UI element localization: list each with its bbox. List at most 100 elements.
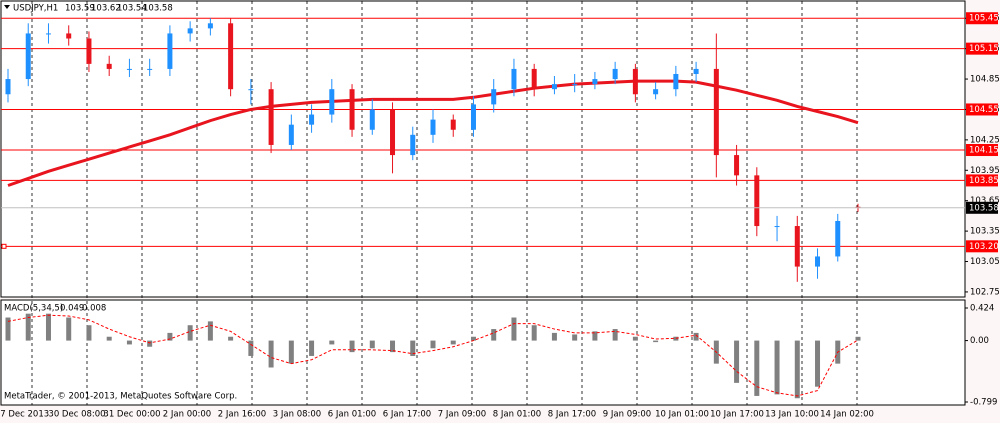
level-label: 103.85 xyxy=(969,176,999,186)
ohlc-open: 103.59 xyxy=(65,4,95,14)
candle-body xyxy=(288,124,294,145)
candle-body xyxy=(268,89,274,145)
candle-body xyxy=(653,89,659,95)
candle-body xyxy=(815,256,821,267)
macd-bar xyxy=(187,325,193,341)
macd-bar xyxy=(248,340,254,356)
ohlc-high: 103.62 xyxy=(91,4,121,14)
macd-panel xyxy=(0,299,966,406)
y-tick-label: 103.35 xyxy=(970,227,1000,237)
level-label: 104.15 xyxy=(969,146,999,156)
x-tick-label: 31 Dec 00:00 xyxy=(103,410,160,420)
macd-bar xyxy=(66,317,72,341)
candle-body xyxy=(309,114,315,125)
candle-body xyxy=(632,68,638,95)
current-price-label: 103.58 xyxy=(969,203,999,213)
y-tick-label: 0.424 xyxy=(970,303,994,313)
candle-body xyxy=(126,68,132,70)
macd-bar xyxy=(693,332,699,341)
macd-bar xyxy=(25,313,31,341)
candle-body xyxy=(167,33,173,69)
footer: MetaTrader, © 2001-2013, MetaQuotes Soft… xyxy=(4,392,237,402)
candle-body xyxy=(511,68,517,90)
x-tick-label: 13 Jan 10:00 xyxy=(765,410,819,420)
menu-arrow xyxy=(4,5,10,9)
candle-body xyxy=(673,73,679,90)
macd-bar xyxy=(430,340,436,349)
candle-body xyxy=(187,28,193,34)
level-label-box xyxy=(966,240,998,253)
macd-title: MACD(5,34,5) xyxy=(4,304,63,314)
level-label-box xyxy=(966,144,998,157)
macd-bar xyxy=(551,332,557,341)
y-tick-label: 102.75 xyxy=(970,287,1000,297)
price-panel xyxy=(0,0,966,298)
macd-bar xyxy=(390,340,396,353)
candle-body xyxy=(86,38,92,64)
x-tick-label: 8 Jan 01:00 xyxy=(493,410,541,420)
candle-body xyxy=(734,155,740,176)
candle-body xyxy=(855,206,861,208)
macd-bar xyxy=(653,340,659,343)
candle-body xyxy=(390,109,396,156)
macd-value: 0.049 xyxy=(60,304,84,314)
macd-bar xyxy=(410,340,416,356)
level-label-box xyxy=(966,42,998,55)
candle-body xyxy=(45,33,51,35)
macd-bar xyxy=(815,340,821,387)
candle-body xyxy=(369,109,375,130)
candle-body xyxy=(329,89,335,115)
candle-body xyxy=(794,226,800,267)
candle-body xyxy=(228,23,234,90)
y-tick-label: 0.00 xyxy=(970,336,989,346)
x-tick-label: 8 Jan 17:00 xyxy=(548,410,596,420)
symbol: USDJPY,H1 xyxy=(13,4,58,14)
level-label: 105.45 xyxy=(969,14,999,24)
x-tick-label: 7 Jan 09:00 xyxy=(438,410,486,420)
candle-body xyxy=(713,68,719,156)
level-handle xyxy=(1,243,7,249)
candle-body xyxy=(25,33,31,80)
x-tick-label: 6 Jan 17:00 xyxy=(383,410,431,420)
candle-body xyxy=(551,84,557,90)
macd-bar xyxy=(349,340,355,353)
level-label-box xyxy=(966,12,998,25)
macd-bar xyxy=(572,334,578,341)
y-tick-label: 104.25 xyxy=(970,135,1000,145)
macd-bar xyxy=(45,313,51,341)
macd-bar xyxy=(228,336,234,341)
macd-bar xyxy=(592,331,598,341)
x-tick-label: 9 Jan 09:00 xyxy=(603,410,651,420)
macd-bar xyxy=(329,340,335,345)
candle-body xyxy=(572,84,578,86)
macd-bar xyxy=(531,325,537,341)
candle-body xyxy=(106,63,112,69)
x-tick-label: 10 Jan 01:00 xyxy=(655,410,709,420)
ohlc-close: 103.58 xyxy=(143,4,173,14)
macd-bar xyxy=(754,340,760,396)
macd-bar xyxy=(632,336,638,341)
signal-value: 0.008 xyxy=(82,304,106,314)
candle-body xyxy=(430,119,436,135)
macd-bar xyxy=(491,329,497,341)
macd-bar xyxy=(450,340,456,345)
x-tick-label: 30 Dec 08:00 xyxy=(48,410,105,420)
macd-bar xyxy=(794,340,800,399)
candle-body xyxy=(491,89,497,105)
y-tick-label: 103.95 xyxy=(970,166,1000,176)
macd-bar xyxy=(147,340,153,347)
candle-body xyxy=(754,175,760,227)
x-tick-label: 2 Jan 00:00 xyxy=(163,410,211,420)
x-tick-label: 6 Jan 01:00 xyxy=(328,410,376,420)
candle-body xyxy=(693,68,699,74)
y-tick-label: 103.05 xyxy=(970,257,1000,267)
x-tick-label: 10 Jan 17:00 xyxy=(710,410,764,420)
x-tick-label: 27 Dec 2013 xyxy=(0,410,49,420)
candle-body xyxy=(835,220,841,257)
x-tick-label: 3 Jan 08:00 xyxy=(273,410,321,420)
candle-body xyxy=(66,33,72,39)
candle-body xyxy=(248,89,254,91)
level-label-box xyxy=(966,174,998,187)
current-price-box xyxy=(966,201,998,214)
candle-body xyxy=(450,119,456,130)
